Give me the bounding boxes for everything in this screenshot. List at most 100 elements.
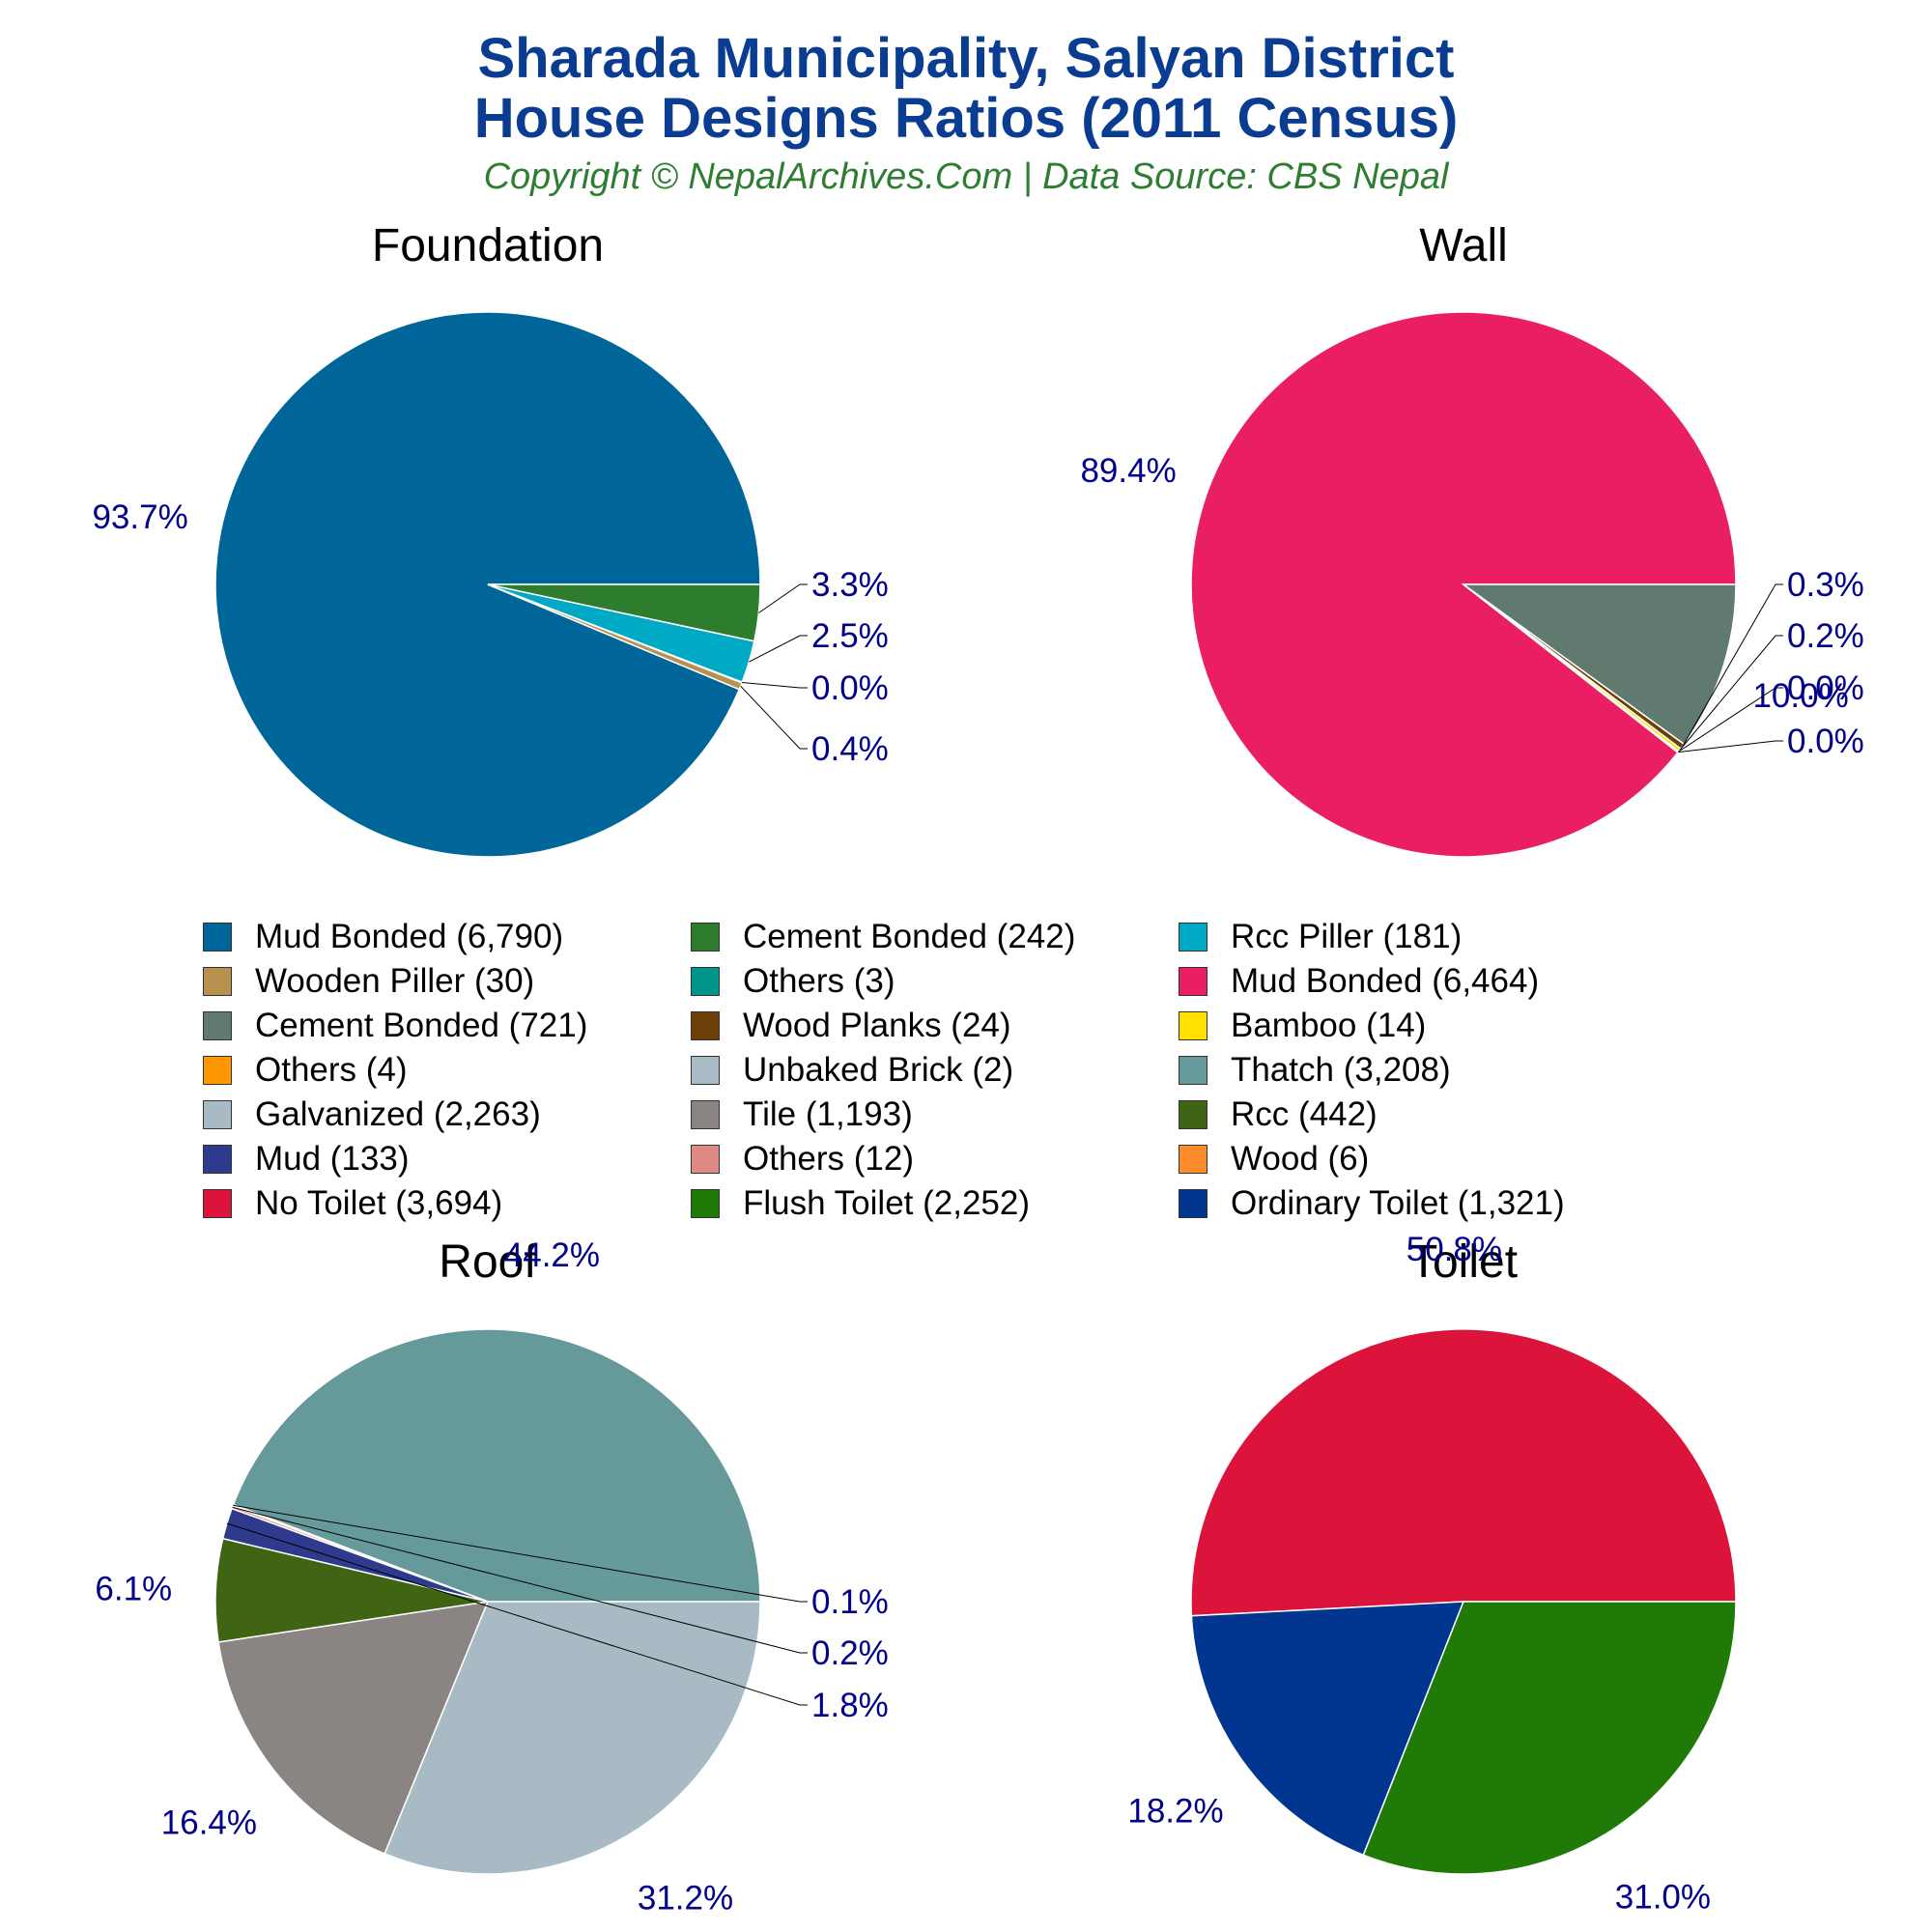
legend-label: No Toilet (3,694) [255,1184,503,1222]
legend-swatch [691,1189,720,1218]
wall-pct-label: 0.3% [1787,566,1864,604]
toilet-pct-label: 31.0% [1615,1879,1711,1917]
legend-item: Cement Bonded (721) [203,1007,587,1045]
wall-leader-line [1678,740,1783,753]
chart-title-line2: House Designs Ratios (2011 Census) [473,87,1459,150]
legend-label: Unbaked Brick (2) [743,1051,1014,1089]
roof-pct-label: 44.2% [504,1236,600,1274]
chart-title-line1: Sharada Municipality, Salyan District [477,27,1455,90]
legend-label: Galvanized (2,263) [255,1095,541,1133]
foundation-pie-title: Foundation [372,220,604,271]
legend-item: Thatch (3,208) [1179,1051,1451,1090]
legend-swatch [691,1011,720,1040]
legend-item: Tile (1,193) [691,1095,913,1134]
legend-label: Mud Bonded (6,790) [255,918,564,955]
legend-label: Wood (6) [1231,1140,1370,1178]
legend-swatch [691,1100,720,1129]
roof-slice-galvanized [384,1601,761,1875]
roof-leader-line [232,1506,808,1654]
legend-swatch [1179,1189,1208,1218]
legend-item: No Toilet (3,694) [203,1184,502,1223]
legend-item: Mud Bonded (6,464) [1179,962,1539,1001]
legend-swatch [203,1189,232,1218]
legend-item: Wood (6) [1179,1140,1369,1179]
wall-pie-title: Wall [1419,220,1508,271]
legend-label: Flush Toilet (2,252) [743,1184,1031,1222]
foundation-leader-line [758,583,808,613]
legend-item: Mud Bonded (6,790) [203,918,563,956]
legend-item: Wood Planks (24) [691,1007,1011,1045]
legend-item: Ordinary Toilet (1,321) [1179,1184,1565,1223]
roof-pct-label: 1.8% [811,1687,889,1724]
toilet-pct-label: 18.2% [1127,1792,1223,1830]
foundation-pct-label: 0.4% [811,730,889,768]
legend-item: Rcc (442) [1179,1095,1378,1134]
roof-pct-label: 6.1% [95,1571,172,1608]
legend-label: Others (4) [255,1051,408,1089]
legend-swatch [691,923,720,952]
wall-pct-label: 10.0% [1752,677,1848,715]
legend-item: Wooden Piller (30) [203,962,534,1001]
legend-label: Rcc Piller (181) [1231,918,1463,955]
foundation-leader-line [740,685,808,750]
wall-leader-line [1678,687,1783,753]
legend-swatch [203,1056,232,1085]
legend-label: Bamboo (14) [1231,1007,1427,1044]
foundation-pct-label: 0.0% [811,669,889,707]
legend-swatch [1179,1100,1208,1129]
legend-item: Rcc Piller (181) [1179,918,1462,956]
legend-label: Others (12) [743,1140,914,1178]
legend-label: Ordinary Toilet (1,321) [1231,1184,1565,1222]
roof-pct-label: 31.2% [638,1880,733,1918]
legend-item: Others (12) [691,1140,914,1179]
foundation-leader-line [742,682,808,689]
legend-swatch [1179,1011,1208,1040]
legend-item: Mud (133) [203,1140,410,1179]
foundation-leader-line [749,635,808,663]
toilet-pct-label: 50.8% [1406,1231,1502,1268]
chart-subtitle: Copyright © NepalArchives.Com | Data Sou… [483,156,1449,197]
roof-pct-label: 0.1% [811,1583,889,1621]
legend-item: Cement Bonded (242) [691,918,1075,956]
roof-slice-tile [217,1601,490,1855]
roof-pct-label: 0.2% [811,1634,889,1672]
wall-slice-cement-bonded [1461,583,1737,746]
legend-swatch [1179,923,1208,952]
legend-label: Rcc (442) [1231,1095,1378,1133]
wall-pct-label: 89.4% [1080,452,1176,490]
legend-swatch [691,1056,720,1085]
legend-swatch [1179,1056,1208,1085]
toilet-slice-no-toilet [1190,1328,1737,1617]
legend-label: Others (3) [743,962,895,1000]
wall-pct-label: 0.0% [1787,669,1864,707]
wall-pct-label: 0.2% [1787,617,1864,655]
roof-pie-title: Roof [439,1236,537,1288]
roof-pct-label: 16.4% [161,1804,257,1842]
legend-label: Cement Bonded (721) [255,1007,588,1044]
legend-swatch [203,923,232,952]
legend-item: Bamboo (14) [1179,1007,1426,1045]
legend-swatch [203,1145,232,1174]
roof-slice-thatch [232,1328,761,1603]
legend-label: Mud Bonded (6,464) [1231,962,1540,1000]
legend-label: Tile (1,193) [743,1095,913,1133]
foundation-pct-label: 2.5% [811,617,889,655]
legend-swatch [203,967,232,996]
toilet-slice-flush-toilet [1362,1601,1737,1875]
legend-item: Galvanized (2,263) [203,1095,541,1134]
legend-label: Cement Bonded (242) [743,918,1076,955]
wall-leader-line [1682,583,1783,748]
foundation-pct-label: 3.3% [811,566,889,604]
foundation-pct-label: 93.7% [92,498,187,536]
foundation-slice-cement-bonded [487,583,761,642]
legend-label: Mud (133) [255,1140,410,1178]
legend-item: Unbaked Brick (2) [691,1051,1013,1090]
legend-label: Thatch (3,208) [1231,1051,1451,1089]
legend-swatch [1179,967,1208,996]
legend-swatch [1179,1145,1208,1174]
legend-swatch [691,1145,720,1174]
toilet-slice-ordinary-toilet [1190,1601,1465,1857]
legend-swatch [203,1011,232,1040]
legend-label: Wood Planks (24) [743,1007,1011,1044]
